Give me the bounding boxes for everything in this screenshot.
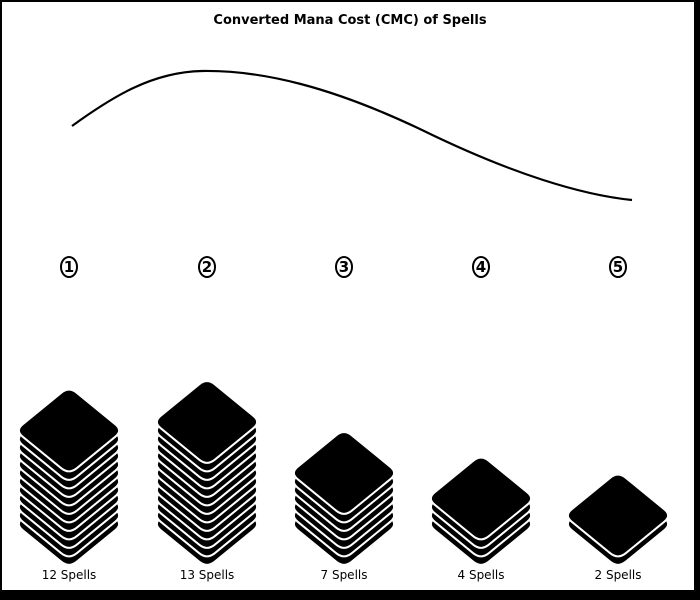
count-label-5: 2 Spells	[595, 568, 642, 582]
card-4-4	[429, 456, 533, 541]
card-1-12	[17, 388, 121, 473]
cmc-value-1: 1	[64, 258, 74, 276]
card-stack-5	[566, 473, 670, 566]
cmc-symbol-2: 2	[198, 256, 216, 278]
chart-title: Converted Mana Cost (CMC) of Spells	[213, 13, 486, 28]
card-stack-2	[155, 380, 259, 566]
cmc-symbol-1: 1	[60, 256, 78, 278]
chart-panel: Converted Mana Cost (CMC) of Spells 1 2 3 4…	[2, 2, 694, 590]
count-label-4: 4 Spells	[458, 568, 505, 582]
card-stack-4	[429, 456, 533, 566]
cmc-ring-4	[472, 256, 490, 278]
chart-svg: Converted Mana Cost (CMC) of Spells 1 2 3 4…	[17, 13, 670, 582]
card-5-2	[566, 473, 670, 558]
cmc-ring-3	[335, 256, 353, 278]
curve-layer	[71, 69, 633, 202]
cmc-symbol-5: 5	[609, 256, 627, 278]
card-2-13	[155, 380, 259, 464]
cmc-value-3: 3	[339, 258, 349, 276]
cmc-value-4: 4	[476, 258, 486, 276]
card-stacks	[17, 380, 670, 566]
card-stack-3	[292, 431, 396, 566]
cmc-symbols: 1 2 3 4 5	[60, 256, 627, 278]
card-stack-1	[17, 388, 121, 566]
distribution-curve	[71, 69, 633, 202]
cmc-value-2: 2	[202, 258, 212, 276]
count-label-1: 12 Spells	[42, 568, 97, 582]
cmc-symbol-3: 3	[335, 256, 353, 278]
count-label-3: 7 Spells	[321, 568, 368, 582]
cmc-ring-5	[609, 256, 627, 278]
cmc-ring-1	[60, 256, 78, 278]
count-label-2: 13 Spells	[180, 568, 235, 582]
cmc-symbol-4: 4	[472, 256, 490, 278]
card-3-7	[292, 431, 396, 515]
cmc-value-5: 5	[613, 258, 623, 276]
count-labels: 12 Spells 13 Spells 7 Spells 4 Spells 2 Spel…	[42, 568, 642, 582]
cmc-ring-2	[198, 256, 216, 278]
